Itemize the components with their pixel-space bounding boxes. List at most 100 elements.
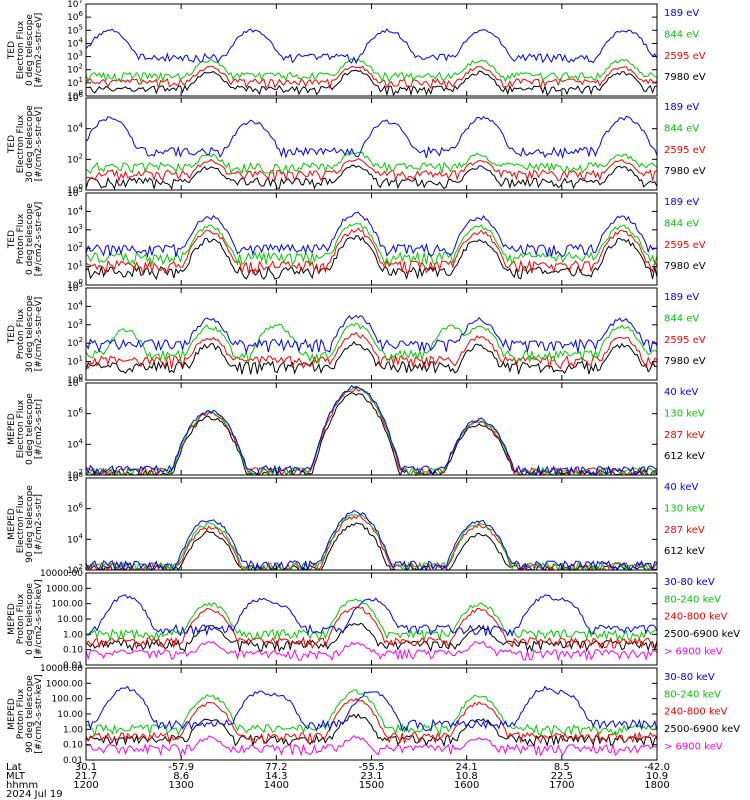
y-tick-label: 101 [67,260,83,273]
y-axis-label: MEPED [7,603,17,635]
y-tick-exponent: 4 [79,204,84,212]
series-trace-blue [85,28,658,65]
y-axis-label: 0 deg telescope [25,393,35,465]
y-tick-exponent: 3 [79,50,83,58]
y-tick-label: 104 [67,532,83,545]
legend-entry: > 6900 keV [664,741,723,752]
y-tick-exponent: 5 [79,23,83,31]
y-axis-label: TED [7,230,17,249]
legend-entry: 80-240 keV [664,594,721,605]
y-tick-label: 10.00 [57,710,83,720]
legend-entry: 2595 eV [664,51,706,62]
y-axis-label: Proton Flux [16,308,26,359]
legend-entry: 287 keV [664,430,705,441]
y-tick-exponent: 8 [79,471,83,479]
legend-entry: 240-800 keV [664,612,728,623]
y-tick-exponent: 5 [79,281,83,289]
series-trace-black [85,341,658,375]
y-tick-exponent: 3 [79,223,83,231]
y-tick-label: 101 [67,355,83,368]
series-trace-black [85,713,658,748]
y-axis-label: [#/cm2-s-str] [34,399,44,459]
y-axis-label: 0 deg telescope [25,583,35,655]
x-tick-label-mlt: 22.5 [551,771,573,782]
legend-entry: 7980 eV [664,166,706,177]
series-trace-green [85,151,658,175]
y-tick-label: 106 [67,10,83,23]
legend-entry: 30-80 keV [664,672,715,683]
series-trace-blue [85,384,658,477]
y-tick-label: 100.00 [52,695,84,705]
legend-entry: 7980 eV [664,72,706,83]
series-trace-black [85,622,658,653]
legend-entry: 189 eV [664,292,699,303]
y-axis-label: Electron Flux [16,494,26,553]
y-axis-label: 90 deg telescope [25,485,35,563]
x-row-label-mlt: MLT [6,771,26,782]
x-tick-label-lat: 24.1 [456,762,478,773]
y-tick-exponent: 6 [79,407,84,415]
y-axis-label: Proton Flux [16,213,26,264]
y-axis-label: MEPED [7,508,17,540]
x-tick-label-hhmm: 1600 [454,780,479,791]
y-tick-label: 103 [67,223,83,236]
y-axis-label: [#/cm2-s-str-keV] [34,674,44,753]
y-tick-label: 101 [67,76,83,89]
y-tick-label: 100.00 [52,600,84,610]
x-tick-label-lat: 8.5 [554,762,570,773]
y-tick-exponent: 6 [79,91,84,99]
y-tick-label: 102 [67,152,83,165]
legend-entry: 40 keV [664,387,698,398]
legend-entry: 844 eV [664,123,699,134]
y-tick-label: 104 [67,437,83,450]
y-axis-label: Electron Flux [16,114,26,173]
y-axis-label: 0 deg telescope [25,203,35,275]
series-trace-green [85,513,658,572]
series-trace-blue [85,509,658,572]
y-tick-exponent: 4 [79,299,84,307]
y-tick-exponent: 4 [79,36,84,44]
panel-frame [85,382,658,476]
y-tick-exponent: 6 [79,10,84,18]
y-tick-exponent: 4 [79,437,84,445]
y-axis-label: [#/cm2-s-str-eV] [34,202,44,277]
y-tick-label: 102 [67,241,83,254]
y-tick-exponent: 0 [79,89,83,97]
series-trace-magenta [85,640,658,662]
panel-frame [85,477,658,571]
y-axis-label: Electron Flux [16,399,26,458]
x-tick-label-hhmm: 1200 [73,780,98,791]
y-tick-label: 1.00 [63,725,83,735]
y-tick-exponent: 0 [79,183,83,191]
x-tick-label-hhmm: 1700 [549,780,574,791]
y-tick-exponent: 8 [79,376,83,384]
y-axis-label: TED [7,135,17,154]
y-tick-label: 104 [67,122,83,135]
y-tick-label: 102 [67,63,83,76]
legend-entry: 2500-6900 keV [664,724,740,735]
y-axis-label: [#/cm2-s-str-eV] [34,107,44,182]
y-tick-label: 105 [67,23,83,36]
series-trace-green [85,58,658,84]
legend-entry: 30-80 keV [664,577,715,588]
y-axis-label: MEPED [7,413,17,445]
series-trace-green [85,222,658,267]
legend-entry: 612 keV [664,451,705,462]
y-tick-exponent: 5 [79,186,83,194]
series-trace-black [85,235,658,281]
series-trace-blue [85,115,658,160]
x-tick-label-hhmm: 1800 [644,780,669,791]
y-axis-label: TED [7,325,17,344]
y-axis-label: 30 deg telescope [25,105,35,183]
y-axis-label: [#/cm2-s-str] [34,494,44,554]
legend-entry: 130 keV [664,408,705,419]
x-tick-label-mlt: 21.7 [75,771,97,782]
x-tick-label-lat: -57.9 [168,762,194,773]
y-tick-label: 104 [67,36,83,49]
series-trace-blue [85,314,658,355]
